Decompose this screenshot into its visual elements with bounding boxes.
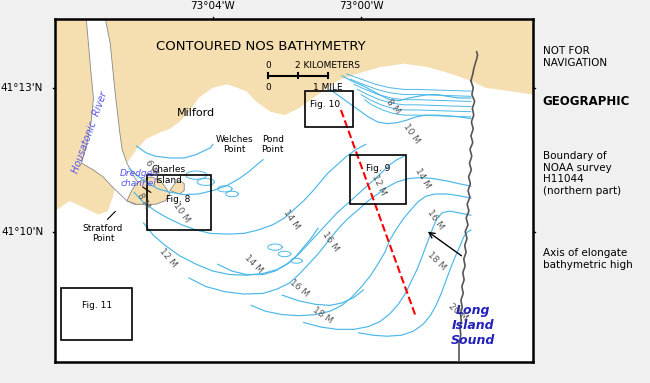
Text: 2 KILOMETERS: 2 KILOMETERS [295,61,360,70]
Text: Fig. 8: Fig. 8 [166,195,190,204]
Text: 73°04'W: 73°04'W [190,1,235,11]
Text: Stratford
Point: Stratford Point [83,224,124,243]
Text: Dredged
channel: Dredged channel [120,169,159,188]
Text: 41°10'N: 41°10'N [1,227,44,237]
Text: 8 M: 8 M [136,192,151,210]
Text: 12 M: 12 M [370,173,388,197]
Text: 10 M: 10 M [402,122,422,146]
Text: Boundary of
NOAA survey
H11044
(northern part): Boundary of NOAA survey H11044 (northern… [543,151,621,196]
Text: 16 M: 16 M [426,208,445,231]
Text: GEOGRAPHIC: GEOGRAPHIC [543,95,630,108]
Text: 6 M: 6 M [143,159,159,178]
Text: Fig. 9: Fig. 9 [367,164,391,173]
Text: Fig. 10: Fig. 10 [310,100,340,109]
Text: Milford: Milford [177,108,215,118]
Text: 41°13'N: 41°13'N [1,83,44,93]
Text: 14 M: 14 M [242,253,265,275]
Text: Long
Island
Sound: Long Island Sound [451,304,495,347]
Text: Welches
Point: Welches Point [216,134,254,154]
Bar [305,91,353,127]
Text: Axis of elongate
bathymetric high: Axis of elongate bathymetric high [543,248,632,270]
Bar [148,175,211,230]
Text: 0: 0 [265,61,270,70]
Bar [61,288,132,340]
Text: 8 M: 8 M [385,97,402,116]
Polygon shape [81,19,146,204]
Text: 20 M: 20 M [447,302,470,323]
Polygon shape [170,180,184,194]
Text: 16 M: 16 M [287,278,310,299]
Polygon shape [127,177,170,204]
Text: 1 MILE: 1 MILE [313,83,343,92]
Bar [350,155,406,204]
Text: 12 M: 12 M [157,246,178,269]
Text: 14 M: 14 M [413,167,432,190]
Text: Fig. 11: Fig. 11 [83,301,112,310]
Text: 16 M: 16 M [320,230,340,254]
Polygon shape [55,64,533,362]
Text: 18 M: 18 M [311,306,335,326]
Text: 18 M: 18 M [426,250,447,272]
Text: 10 M: 10 M [172,201,192,224]
Text: 73°00'W: 73°00'W [339,1,384,11]
Text: Housatonic  River: Housatonic River [70,90,109,175]
Text: NOT FOR
NAVIGATION: NOT FOR NAVIGATION [543,46,607,68]
Text: 14 M: 14 M [281,208,302,231]
Text: Pond
Point: Pond Point [261,134,284,154]
Text: 0: 0 [265,83,270,92]
Text: CONTOURED NOS BATHYMETRY: CONTOURED NOS BATHYMETRY [156,40,365,53]
Text: Charles
Island: Charles Island [152,165,186,185]
